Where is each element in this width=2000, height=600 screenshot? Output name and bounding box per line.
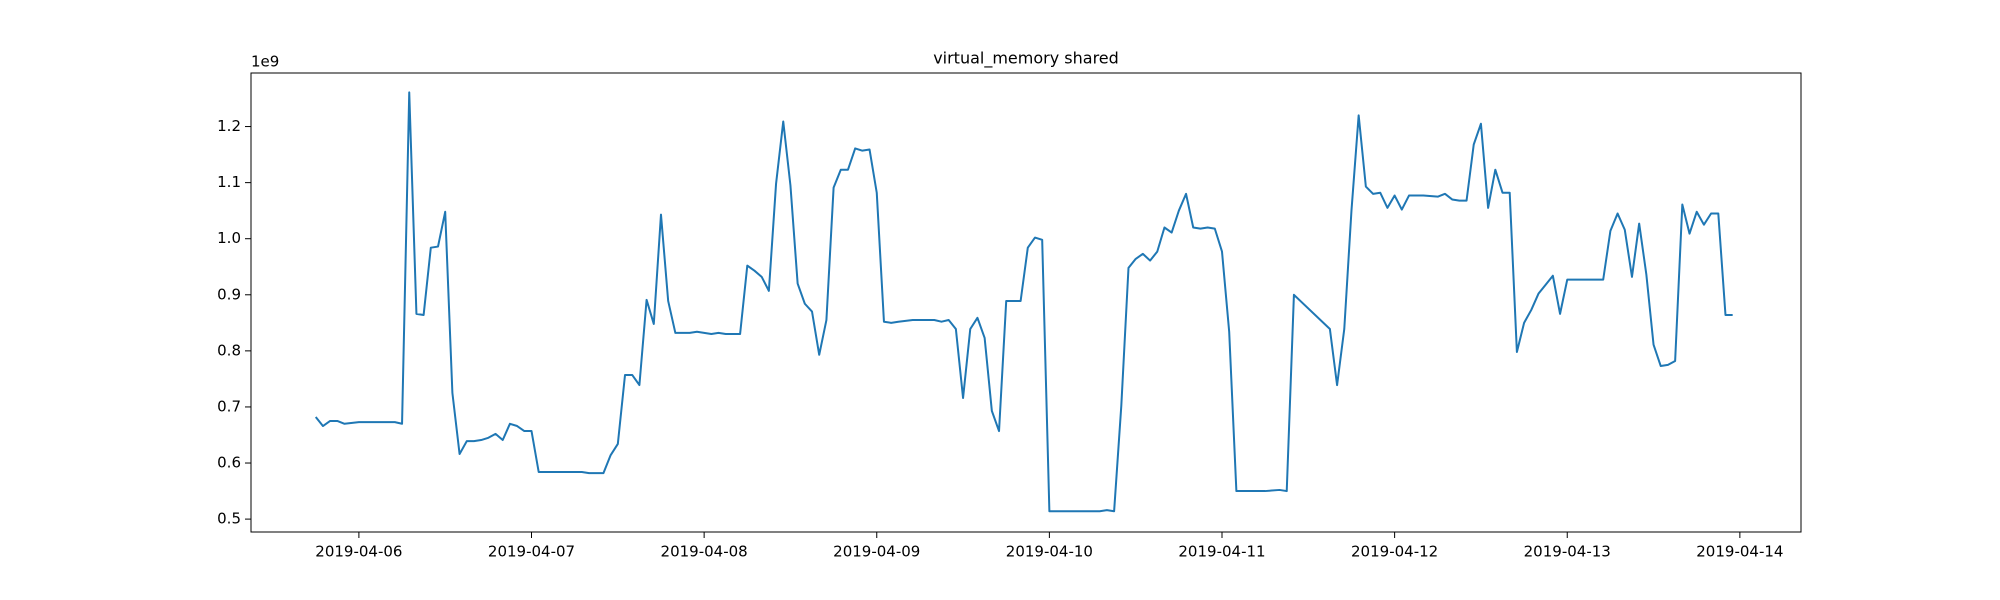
y-offset-label: 1e9 bbox=[251, 53, 279, 71]
chart-title: virtual_memory shared bbox=[933, 49, 1119, 69]
x-tick-label: 2019-04-13 bbox=[1524, 543, 1611, 561]
y-tick-label: 0.8 bbox=[217, 341, 241, 359]
x-tick-label: 2019-04-08 bbox=[661, 543, 748, 561]
y-tick-label: 1.0 bbox=[217, 229, 241, 247]
x-tick-label: 2019-04-07 bbox=[488, 543, 575, 561]
x-tick-label: 2019-04-09 bbox=[833, 543, 920, 561]
x-tick-label: 2019-04-11 bbox=[1178, 543, 1265, 561]
y-tick-label: 1.2 bbox=[217, 117, 241, 135]
x-tick-label: 2019-04-12 bbox=[1351, 543, 1438, 561]
y-tick-label: 0.6 bbox=[217, 454, 241, 472]
y-tick-label: 0.7 bbox=[217, 397, 241, 415]
data-line bbox=[314, 91, 1733, 513]
x-tick-label: 2019-04-14 bbox=[1696, 543, 1783, 561]
plot-frame bbox=[250, 72, 1802, 533]
x-tick-label: 2019-04-10 bbox=[1006, 543, 1093, 561]
y-tick-label: 1.1 bbox=[217, 173, 241, 191]
y-tick-label: 0.5 bbox=[217, 510, 241, 528]
y-tick-label: 0.9 bbox=[217, 285, 241, 303]
x-tick-label: 2019-04-06 bbox=[315, 543, 402, 561]
